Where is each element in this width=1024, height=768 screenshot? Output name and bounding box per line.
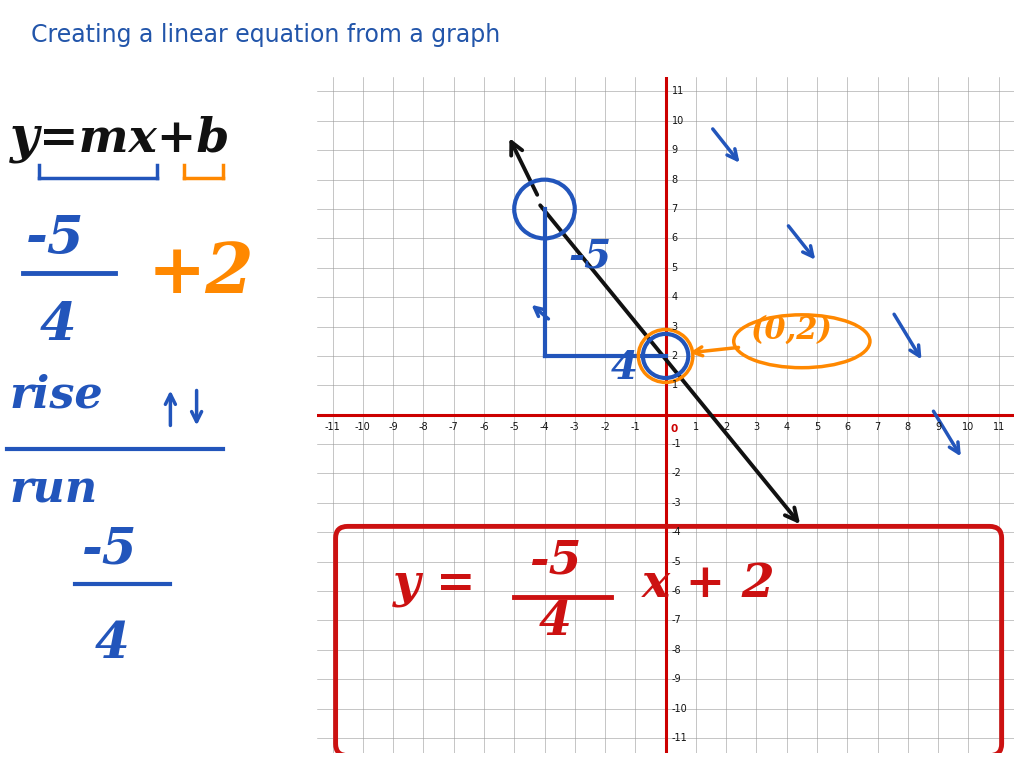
Text: 6: 6 [672,233,678,243]
Text: -5: -5 [27,213,85,263]
Text: 5: 5 [672,263,678,273]
Text: 10: 10 [672,116,684,126]
Text: -7: -7 [672,615,681,625]
Text: -3: -3 [570,422,580,432]
Text: -2: -2 [672,468,681,478]
Text: -1: -1 [672,439,681,449]
Text: 9: 9 [672,145,678,155]
Text: -5: -5 [529,538,582,584]
Text: 7: 7 [672,204,678,214]
Text: -7: -7 [449,422,459,432]
Text: 4: 4 [39,300,76,352]
Text: 4: 4 [783,422,790,432]
Text: 2: 2 [672,351,678,361]
Text: 3: 3 [672,322,678,332]
Text: -8: -8 [419,422,428,432]
Text: -9: -9 [672,674,681,684]
Text: -4: -4 [540,422,549,432]
Text: y =: y = [393,561,477,607]
Text: 4: 4 [611,349,638,388]
Text: 7: 7 [874,422,881,432]
Text: 11: 11 [672,87,684,97]
Text: -11: -11 [672,733,687,743]
Text: +2: +2 [147,240,254,307]
Text: -10: -10 [355,422,371,432]
Text: -11: -11 [325,422,340,432]
Text: 10: 10 [963,422,975,432]
Text: (0,2): (0,2) [751,314,833,346]
Text: y: y [10,114,39,163]
Text: 4: 4 [95,620,130,669]
Text: 9: 9 [935,422,941,432]
Text: -6: -6 [479,422,488,432]
Text: 8: 8 [905,422,911,432]
Text: 2: 2 [723,422,729,432]
Text: 3: 3 [754,422,760,432]
Text: -6: -6 [672,586,681,596]
Text: -2: -2 [600,422,610,432]
Text: 6: 6 [844,422,850,432]
Text: 4: 4 [672,292,678,302]
Text: -5: -5 [82,525,137,574]
Text: -5: -5 [509,422,519,432]
Text: 0: 0 [670,423,678,433]
Text: 8: 8 [672,174,678,184]
Text: 1: 1 [672,380,678,390]
Text: Creating a linear equation from a graph: Creating a linear equation from a graph [31,23,500,47]
Text: 11: 11 [992,422,1005,432]
Text: -8: -8 [672,645,681,655]
Text: 1: 1 [693,422,699,432]
Text: =mx+b: =mx+b [39,115,229,161]
Text: -5: -5 [568,238,612,276]
Text: x + 2: x + 2 [641,561,775,607]
Text: -10: -10 [672,703,687,713]
Text: -4: -4 [672,528,681,538]
Text: -9: -9 [388,422,398,432]
Text: rise: rise [10,374,103,417]
Text: -1: -1 [631,422,640,432]
Text: run: run [10,468,98,511]
Text: 5: 5 [814,422,820,432]
Text: -3: -3 [672,498,681,508]
Text: 4: 4 [539,599,571,645]
Text: -5: -5 [672,557,681,567]
